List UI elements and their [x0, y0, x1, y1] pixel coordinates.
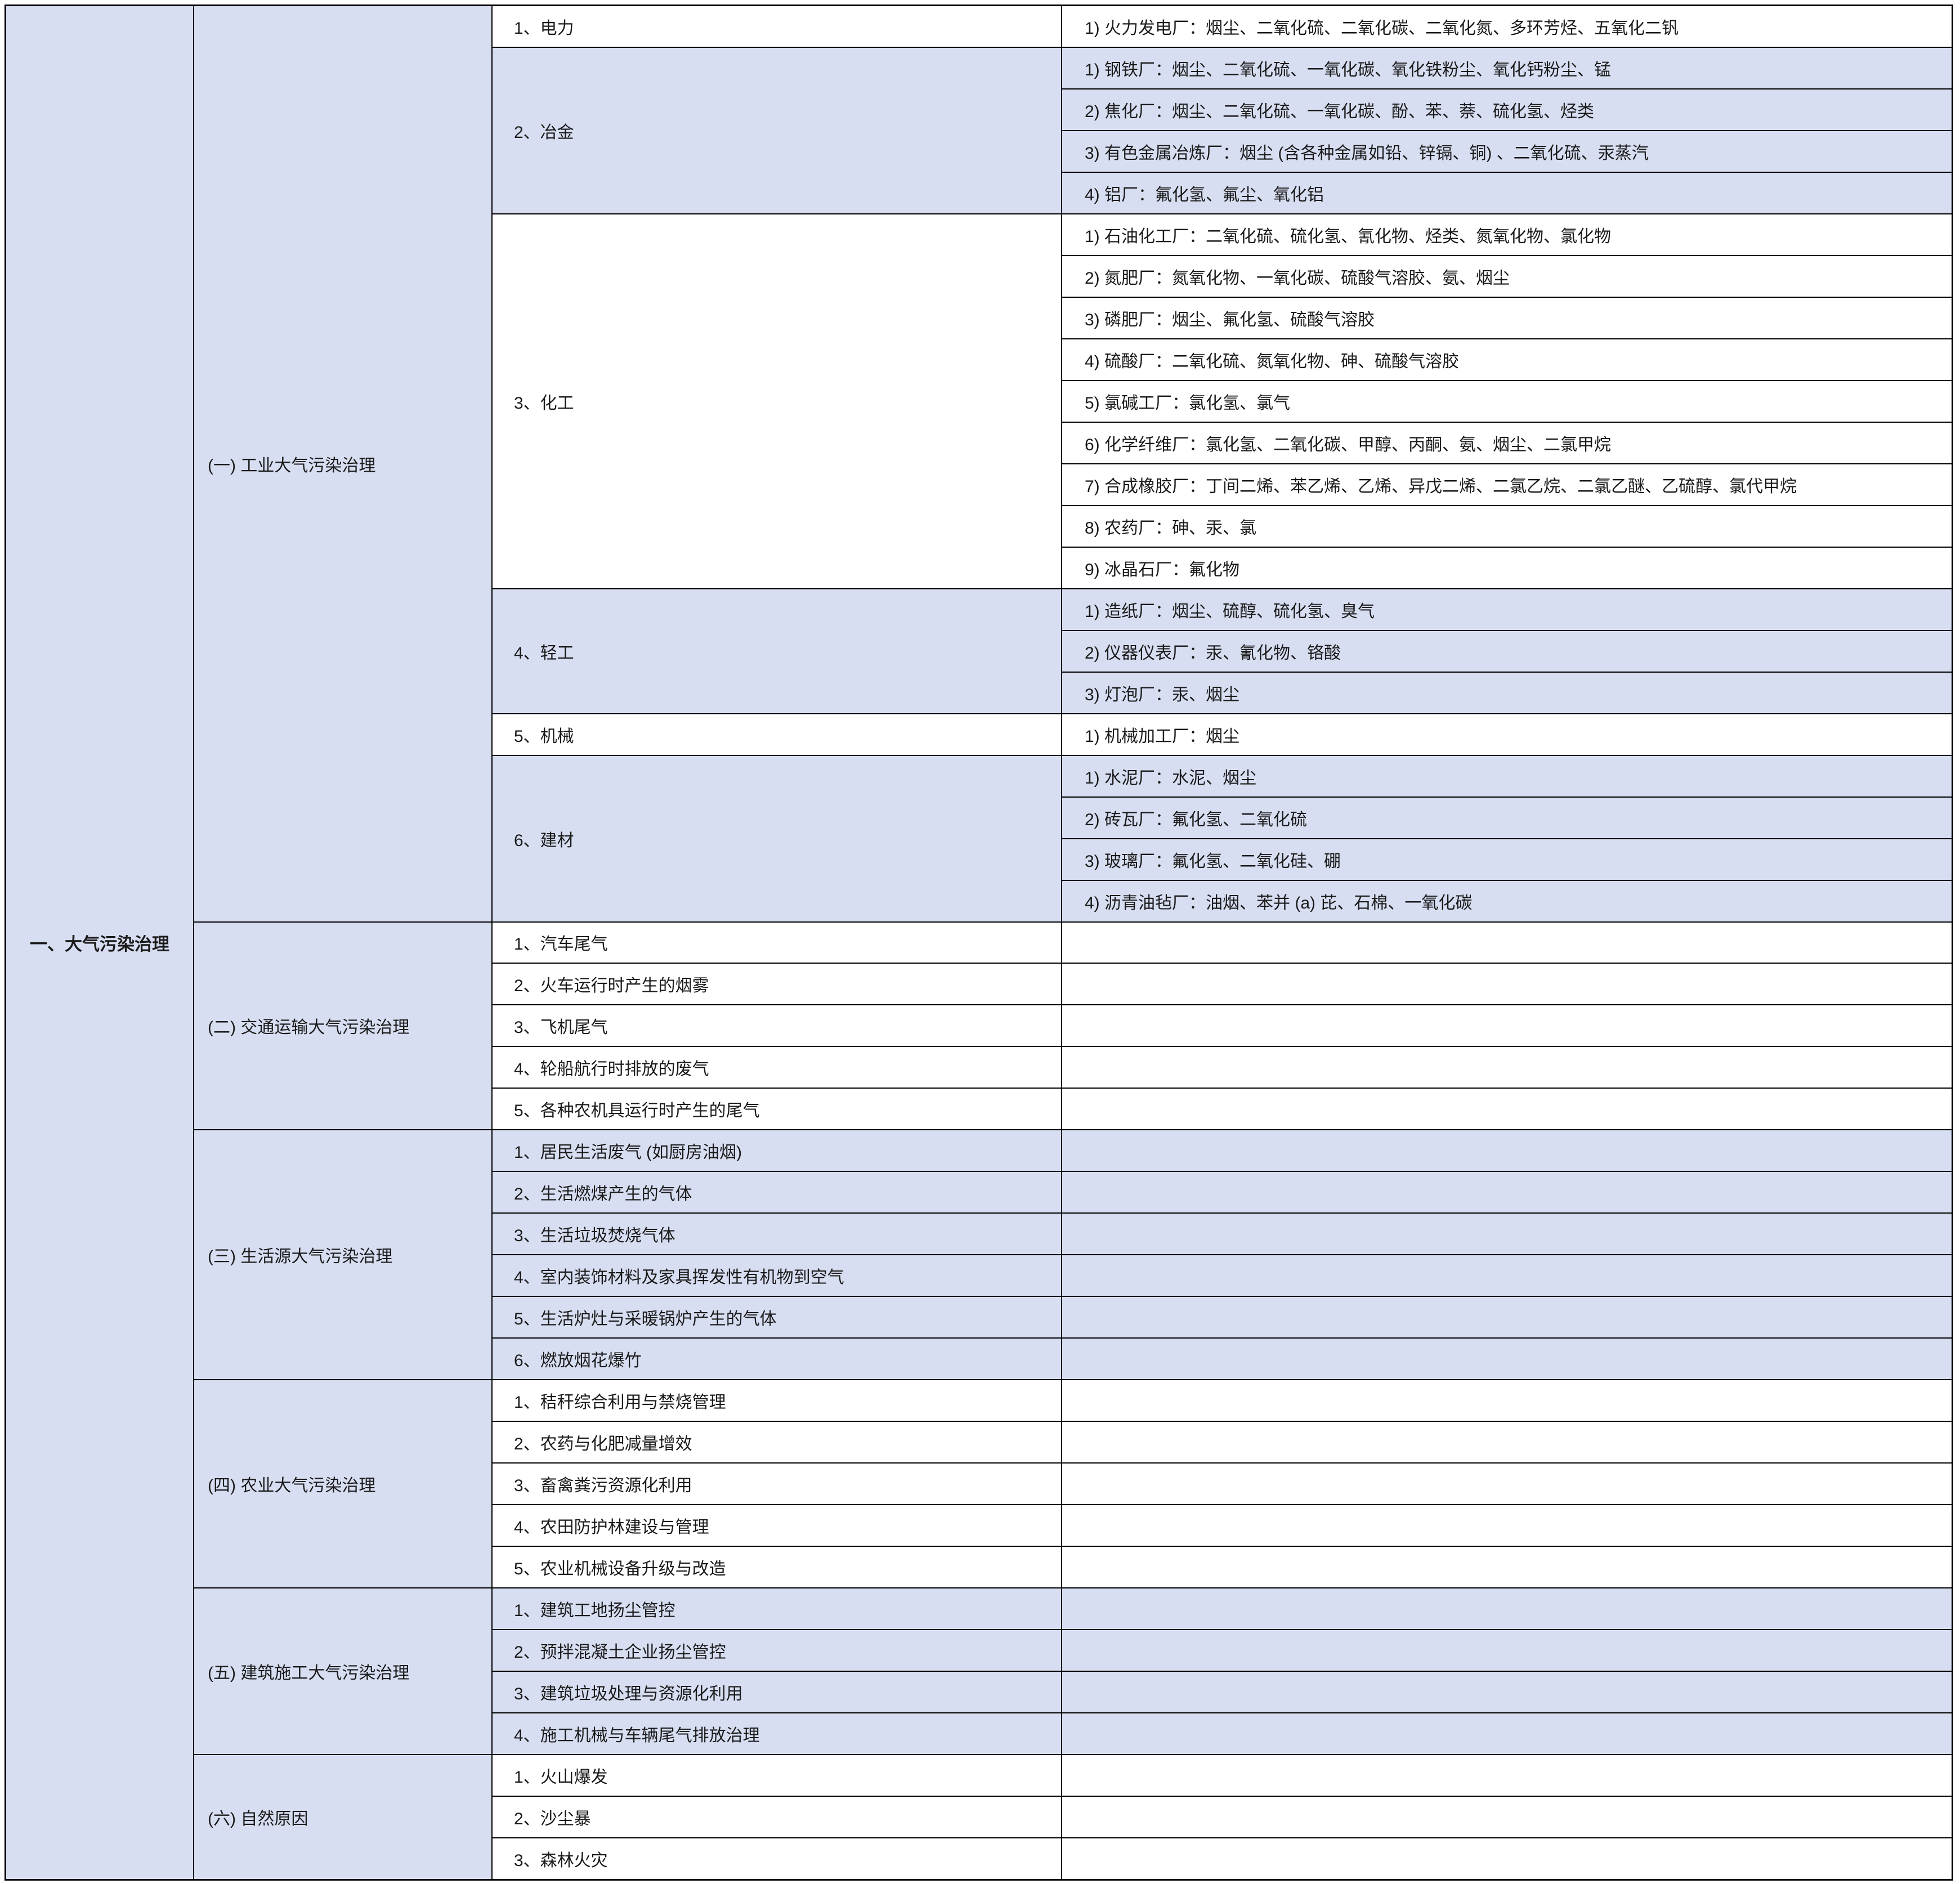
subcategory-cell: 1、居民生活废气 (如厨房油烟)	[493, 1130, 1061, 1171]
subcategory-cell: 6、燃放烟花爆竹	[493, 1339, 1061, 1380]
subcategory-cell: 3、森林火灾	[493, 1838, 1061, 1879]
category-cell: (三) 生活源大气污染治理	[194, 1130, 491, 1380]
subcategory-cell: 2、预拌混凝土企业扬尘管控	[493, 1630, 1061, 1671]
detail-cell: 2) 砖瓦厂：氟化氢、二氧化硫	[1062, 797, 1952, 838]
detail-cell: 3) 磷肥厂：烟尘、氟化氢、硫酸气溶胶	[1062, 297, 1952, 338]
detail-cell-empty	[1062, 1047, 1952, 1088]
subcategory-cell: 4、室内装饰材料及家具挥发性有机物到空气	[493, 1255, 1061, 1296]
detail-cell-empty	[1062, 922, 1952, 963]
subcategory-cell: 3、飞机尾气	[493, 1005, 1061, 1046]
subcategory-cell: 1、电力	[493, 6, 1061, 47]
subcategory-cell: 2、生活燃煤产生的气体	[493, 1172, 1061, 1213]
subcategory-cell: 2、农药与化肥减量增效	[493, 1422, 1061, 1463]
detail-cell: 6) 化学纤维厂：氯化氢、二氧化碳、甲醇、丙酮、氨、烟尘、二氯甲烷	[1062, 422, 1952, 463]
detail-cell: 3) 灯泡厂：汞、烟尘	[1062, 672, 1952, 713]
detail-cell-empty	[1062, 1005, 1952, 1046]
detail-cell-empty	[1062, 1089, 1952, 1130]
detail-cell-empty	[1062, 1838, 1952, 1879]
subcategory-cell: 1、火山爆发	[493, 1755, 1061, 1796]
detail-cell: 7) 合成橡胶厂：丁间二烯、苯乙烯、乙烯、异戊二烯、二氯乙烷、二氯乙醚、乙硫醇、…	[1062, 464, 1952, 505]
detail-cell: 1) 钢铁厂：烟尘、二氧化硫、一氧化碳、氧化铁粉尘、氧化钙粉尘、锰	[1062, 47, 1952, 88]
detail-cell-empty	[1062, 1172, 1952, 1213]
detail-cell-empty	[1062, 1672, 1952, 1713]
subcategory-cell: 5、农业机械设备升级与改造	[493, 1547, 1061, 1588]
detail-cell: 4) 硫酸厂：二氧化硫、氮氧化物、砷、硫酸气溶胶	[1062, 339, 1952, 380]
subcategory-cell: 3、生活垃圾焚烧气体	[493, 1214, 1061, 1255]
subcategory-cell: 1、秸秆综合利用与禁烧管理	[493, 1380, 1061, 1421]
detail-cell: 3) 玻璃厂：氟化氢、二氧化硅、硼	[1062, 839, 1952, 880]
subcategory-cell: 2、火车运行时产生的烟雾	[493, 964, 1061, 1005]
subcategory-cell: 5、机械	[493, 714, 1061, 755]
detail-cell: 1) 机械加工厂：烟尘	[1062, 714, 1952, 755]
subcategory-cell: 4、农田防护林建设与管理	[493, 1505, 1061, 1546]
detail-cell-empty	[1062, 1380, 1952, 1421]
detail-cell: 2) 焦化厂：烟尘、二氧化硫、一氧化碳、酚、苯、萘、硫化氢、烃类	[1062, 89, 1952, 130]
subcategory-cell: 3、建筑垃圾处理与资源化利用	[493, 1672, 1061, 1713]
category-cell: (一) 工业大气污染治理	[194, 6, 491, 921]
category-cell: (四) 农业大气污染治理	[194, 1380, 491, 1588]
detail-cell-empty	[1062, 1797, 1952, 1838]
detail-cell-empty	[1062, 1630, 1952, 1671]
detail-cell-empty	[1062, 1255, 1952, 1296]
detail-cell: 1) 造纸厂：烟尘、硫醇、硫化氢、臭气	[1062, 589, 1952, 630]
detail-cell-empty	[1062, 1755, 1952, 1796]
detail-cell: 9) 冰晶石厂：氟化物	[1062, 547, 1952, 588]
subcategory-cell: 2、沙尘暴	[493, 1797, 1061, 1838]
subcategory-cell: 6、建材	[493, 755, 1061, 921]
detail-cell-empty	[1062, 964, 1952, 1005]
detail-cell: 2) 仪器仪表厂：汞、氰化物、铬酸	[1062, 630, 1952, 672]
detail-cell: 1) 水泥厂：水泥、烟尘	[1062, 755, 1952, 796]
detail-cell: 2) 氮肥厂：氮氧化物、一氧化碳、硫酸气溶胶、氨、烟尘	[1062, 256, 1952, 297]
detail-cell-empty	[1062, 1464, 1952, 1505]
subcategory-cell: 5、生活炉灶与采暖锅炉产生的气体	[493, 1297, 1061, 1338]
subcategory-cell: 5、各种农机具运行时产生的尾气	[493, 1089, 1061, 1130]
category-cell: (二) 交通运输大气污染治理	[194, 922, 491, 1130]
detail-cell: 4) 沥青油毡厂：油烟、苯并 (a) 芘、石棉、一氧化碳	[1062, 880, 1952, 921]
detail-cell-empty	[1062, 1297, 1952, 1338]
table-title-cell: 一、大气污染治理	[6, 6, 193, 1879]
subcategory-cell: 4、轻工	[493, 589, 1061, 713]
detail-cell: 8) 农药厂：砷、汞、氯	[1062, 505, 1952, 547]
detail-cell-empty	[1062, 1547, 1952, 1588]
table-grid: 一、大气污染治理 (一) 工业大气污染治理 1、电力 1) 火力发电厂：烟尘、二氧化…	[6, 6, 1952, 1879]
detail-cell: 1) 火力发电厂：烟尘、二氧化硫、二氧化碳、二氧化氮、多环芳烃、五氧化二钒	[1062, 6, 1952, 47]
detail-cell-empty	[1062, 1713, 1952, 1755]
subcategory-cell: 4、施工机械与车辆尾气排放治理	[493, 1713, 1061, 1755]
detail-cell: 3) 有色金属冶炼厂：烟尘 (含各种金属如铅、锌镉、铜) 、二氧化硫、汞蒸汽	[1062, 131, 1952, 172]
pollution-table: 一、大气污染治理 (一) 工业大气污染治理 1、电力 1) 火力发电厂：烟尘、二氧化…	[5, 5, 1953, 1881]
category-cell: (五) 建筑施工大气污染治理	[194, 1588, 491, 1755]
detail-cell-empty	[1062, 1588, 1952, 1630]
detail-cell: 4) 铝厂：氟化氢、氟尘、氧化铝	[1062, 172, 1952, 213]
subcategory-cell: 4、轮船航行时排放的废气	[493, 1047, 1061, 1088]
subcategory-cell: 2、冶金	[493, 47, 1061, 213]
detail-cell-empty	[1062, 1214, 1952, 1255]
detail-cell: 1) 石油化工厂：二氧化硫、硫化氢、氰化物、烃类、氮氧化物、氯化物	[1062, 214, 1952, 255]
subcategory-cell: 1、汽车尾气	[493, 922, 1061, 963]
detail-cell-empty	[1062, 1422, 1952, 1463]
detail-cell-empty	[1062, 1339, 1952, 1380]
subcategory-cell: 3、化工	[493, 214, 1061, 588]
detail-cell-empty	[1062, 1505, 1952, 1546]
subcategory-cell: 3、畜禽粪污资源化利用	[493, 1464, 1061, 1505]
detail-cell-empty	[1062, 1130, 1952, 1171]
detail-cell: 5) 氯碱工厂：氯化氢、氯气	[1062, 381, 1952, 422]
category-cell: (六) 自然原因	[194, 1755, 491, 1879]
subcategory-cell: 1、建筑工地扬尘管控	[493, 1588, 1061, 1630]
